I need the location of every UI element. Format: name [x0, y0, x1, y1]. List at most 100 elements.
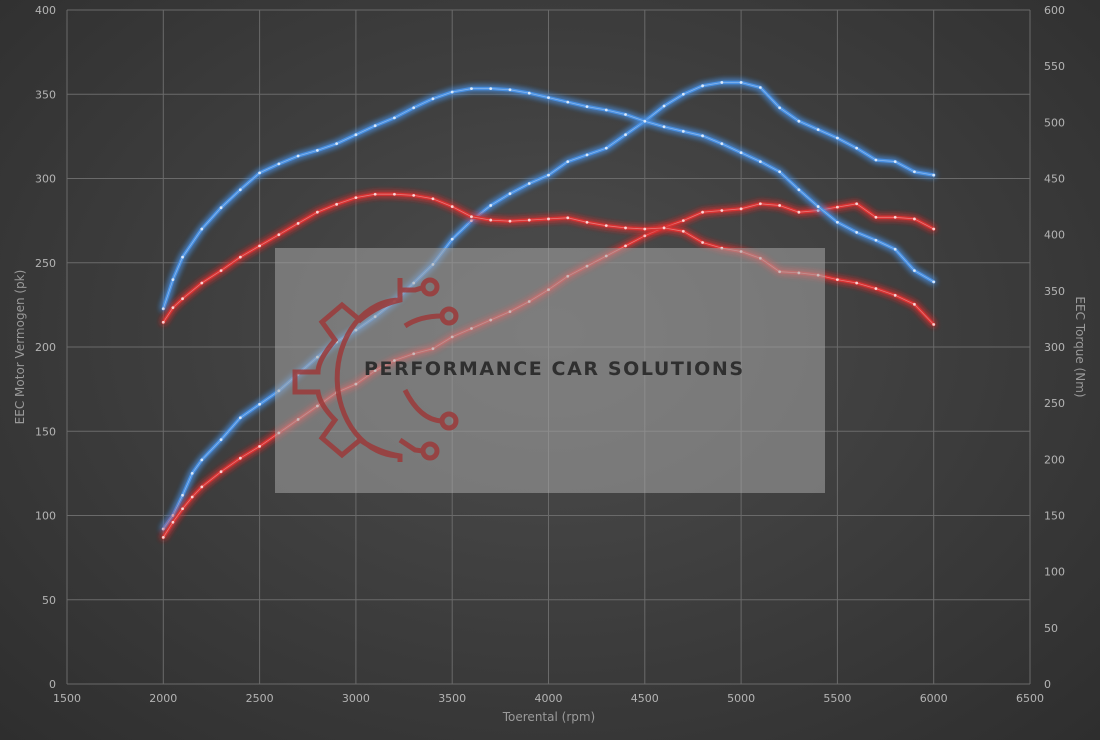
y-right-tick-label: 250	[1044, 397, 1065, 410]
data-point	[836, 220, 839, 224]
data-point	[624, 226, 627, 230]
data-point	[566, 160, 570, 164]
data-point	[219, 206, 223, 210]
data-point	[893, 160, 897, 164]
data-point	[585, 153, 589, 157]
data-point	[547, 217, 550, 221]
data-point	[624, 133, 627, 137]
data-point	[662, 226, 666, 230]
data-point	[171, 520, 175, 524]
y-left-axis-title: EEC Motor Vermogen (pk)	[13, 270, 27, 425]
data-point	[354, 196, 358, 199]
data-point	[412, 106, 416, 110]
data-point	[739, 207, 743, 211]
y-right-tick-label: 150	[1044, 510, 1065, 523]
data-point	[508, 219, 512, 223]
y-right-tick-label: 200	[1044, 453, 1065, 466]
data-point	[720, 81, 724, 84]
data-point	[778, 170, 782, 174]
gear-circuit-icon	[292, 277, 459, 462]
data-point	[816, 205, 820, 208]
data-point	[335, 142, 339, 146]
x-tick-label: 6500	[1016, 692, 1044, 705]
data-point	[836, 205, 839, 209]
x-tick-label: 4000	[535, 692, 563, 705]
y-right-axis-title: EEC Torque (Nm)	[1073, 296, 1087, 397]
data-point	[489, 87, 493, 91]
data-point	[470, 215, 473, 219]
data-point	[778, 106, 782, 110]
data-point	[836, 136, 839, 140]
data-point	[720, 142, 724, 146]
y-left-tick-label: 100	[35, 510, 56, 523]
data-point	[643, 234, 647, 238]
data-point	[161, 527, 165, 531]
data-point	[855, 281, 859, 285]
data-point	[816, 128, 820, 132]
data-point	[258, 171, 261, 175]
data-point	[171, 514, 175, 517]
data-point	[739, 151, 743, 155]
y-left-tick-label: 200	[35, 341, 56, 354]
data-point	[874, 158, 878, 162]
data-point	[681, 92, 685, 96]
data-point	[181, 493, 184, 497]
data-point	[566, 216, 570, 220]
y-right-tick-label: 500	[1044, 116, 1065, 129]
data-point	[893, 215, 897, 219]
series-3	[161, 86, 936, 311]
x-tick-label: 4500	[631, 692, 659, 705]
y-right-tick-label: 550	[1044, 60, 1065, 73]
y-right-tick-label: 0	[1044, 678, 1051, 691]
data-point	[739, 81, 743, 84]
data-point	[508, 192, 512, 196]
data-point	[797, 119, 801, 123]
data-point	[932, 173, 936, 177]
data-point	[624, 244, 627, 248]
x-tick-label: 5500	[823, 692, 851, 705]
y-left-tick-label: 150	[35, 425, 56, 438]
data-point	[412, 193, 416, 197]
data-point	[181, 507, 184, 511]
data-point	[874, 287, 878, 290]
y-left-tick-label: 350	[35, 88, 56, 101]
data-point	[527, 182, 531, 185]
data-point	[258, 402, 261, 406]
x-tick-label: 2500	[246, 692, 274, 705]
data-point	[373, 124, 377, 128]
data-point	[161, 320, 165, 324]
x-tick-labels: 1500 2000 2500 3000 3500 4000 4500 5000 5500 6000…	[53, 692, 1044, 705]
data-point	[816, 209, 820, 212]
data-point	[681, 229, 685, 233]
data-point	[393, 192, 396, 196]
data-point	[527, 218, 531, 222]
data-point	[190, 495, 194, 499]
data-point	[547, 96, 550, 100]
data-point	[932, 280, 936, 284]
y-right-tick-label: 50	[1044, 622, 1058, 635]
y-right-tick-label: 600	[1044, 4, 1065, 17]
data-point	[219, 438, 223, 442]
data-point	[200, 281, 204, 285]
y-left-tick-label: 300	[35, 173, 56, 186]
data-point	[450, 205, 454, 208]
data-point	[913, 302, 916, 306]
data-point	[470, 87, 473, 91]
watermark-text: PERFORMANCE CAR SOLUTIONS	[364, 358, 745, 380]
data-point	[450, 237, 454, 241]
data-point	[489, 204, 493, 207]
data-point	[190, 471, 194, 475]
data-point	[585, 105, 589, 109]
data-point	[296, 222, 300, 225]
data-point	[315, 149, 319, 152]
data-point	[662, 104, 666, 108]
y-left-tick-label: 50	[42, 594, 56, 607]
data-point	[181, 297, 184, 301]
data-point	[508, 88, 512, 92]
data-point	[720, 209, 724, 212]
data-point	[171, 278, 175, 281]
data-point	[527, 91, 531, 95]
data-point	[681, 129, 685, 133]
data-point	[758, 160, 762, 164]
